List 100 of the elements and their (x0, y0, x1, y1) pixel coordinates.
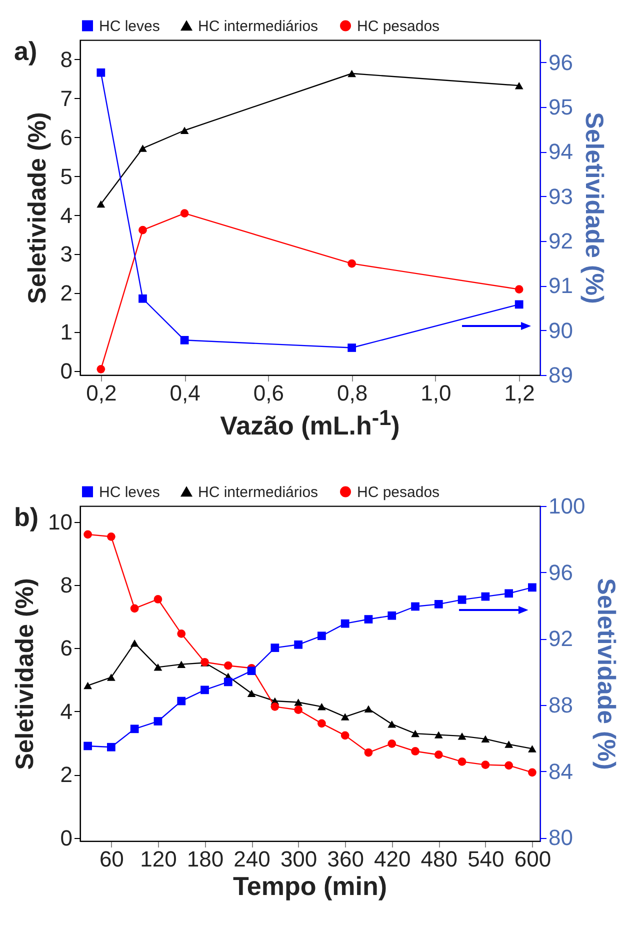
point (138, 294, 147, 303)
point (130, 640, 139, 647)
point (294, 706, 302, 714)
y-tick-label: 5 (60, 164, 72, 189)
y-tick-label: 3 (60, 242, 72, 267)
point (318, 703, 326, 710)
point (388, 720, 396, 728)
y2-tick-label: 96 (548, 560, 573, 585)
point (247, 690, 256, 698)
point (154, 595, 162, 604)
point (434, 600, 443, 608)
y-tick-label: 2 (60, 280, 72, 306)
y-tick-label: 0 (60, 358, 72, 384)
y2-tick-label: 94 (548, 139, 573, 164)
y-tick-label: 4 (60, 202, 72, 228)
point (528, 745, 536, 752)
point (130, 604, 139, 613)
legend-label: HC intermediários (198, 18, 318, 35)
point (388, 611, 396, 620)
point (177, 630, 186, 638)
point (96, 364, 106, 374)
x-axis-title: Tempo (min) (232, 871, 388, 902)
point (138, 144, 147, 152)
point (224, 678, 232, 686)
point (504, 740, 513, 748)
point (270, 702, 280, 711)
point (504, 589, 513, 598)
point (294, 698, 302, 706)
point (180, 336, 189, 344)
x-tick-label: 240 (234, 846, 270, 872)
x-tick-label: 540 (468, 846, 504, 872)
y2-tick-label: 90 (548, 318, 573, 343)
y2-tick-label: 96 (548, 50, 573, 75)
y-tick-label: 6 (60, 124, 72, 150)
x-tick-label: 180 (186, 846, 224, 872)
y-tick-label: 7 (60, 86, 72, 111)
x-tick-label: 0,2 (86, 380, 117, 406)
point (180, 126, 189, 134)
point (434, 731, 443, 738)
point (364, 615, 373, 624)
y2-tick-label: 88 (548, 692, 573, 718)
point (107, 742, 116, 752)
y2-tick-label: 93 (548, 184, 573, 209)
y-tick-label: 8 (60, 572, 72, 598)
legend-label: HC pesados (357, 18, 440, 35)
y2-axis-title: Seletividade (%) (592, 578, 620, 770)
point (96, 200, 106, 208)
x-tick-label: 480 (420, 846, 458, 872)
y2-tick-label: 92 (548, 626, 573, 652)
x-tick-label: 0,6 (253, 380, 284, 406)
x-axis-title: Vazão (mL.h$^{-1}$) (219, 405, 401, 442)
point (388, 739, 396, 748)
point (481, 735, 490, 743)
x-tick-label: 600 (514, 846, 552, 872)
y2-tick-label: 80 (548, 825, 573, 850)
point (84, 682, 92, 690)
legend-label: HC leves (99, 18, 160, 35)
y2-tick-label: 95 (548, 94, 573, 120)
point (107, 532, 116, 541)
x-tick-label: 1,0 (420, 380, 452, 406)
point (84, 742, 92, 750)
x-tick-label: 1,2 (504, 380, 535, 406)
point (318, 719, 326, 728)
point (340, 713, 350, 720)
y-axis-title: Seletividade (%) (11, 578, 40, 770)
point (411, 747, 420, 756)
point (514, 82, 524, 90)
point (411, 602, 420, 611)
y2-tick-label: 91 (548, 273, 573, 298)
y-tick-label: 4 (60, 698, 72, 724)
point (458, 732, 466, 740)
y2-tick-label: 89 (548, 362, 573, 388)
y-axis-title: Seletividade (%) (23, 112, 52, 304)
point (247, 666, 256, 676)
point (96, 68, 106, 77)
point (528, 583, 536, 592)
y2-tick-label: 100 (548, 494, 586, 518)
point (481, 592, 490, 601)
point (434, 750, 443, 759)
x-tick-label: 0,8 (337, 380, 368, 406)
point (294, 640, 302, 649)
point (514, 300, 524, 309)
y-tick-label: 6 (60, 636, 72, 661)
point (318, 632, 326, 640)
y2-tick-label: 84 (548, 758, 573, 784)
point (180, 209, 189, 218)
point (107, 674, 116, 681)
point (364, 748, 373, 757)
y2-tick-label: 92 (548, 228, 573, 254)
point (458, 596, 466, 604)
y-tick-label: 10 (48, 509, 72, 534)
point (200, 686, 209, 694)
text: b) (14, 502, 39, 533)
point (340, 619, 350, 628)
point (177, 696, 186, 706)
point (130, 724, 139, 734)
x-tick-label: 0,4 (170, 380, 200, 406)
point (138, 226, 147, 234)
y-tick-label: 8 (60, 46, 72, 72)
legend-label: HC pesados (357, 484, 440, 501)
